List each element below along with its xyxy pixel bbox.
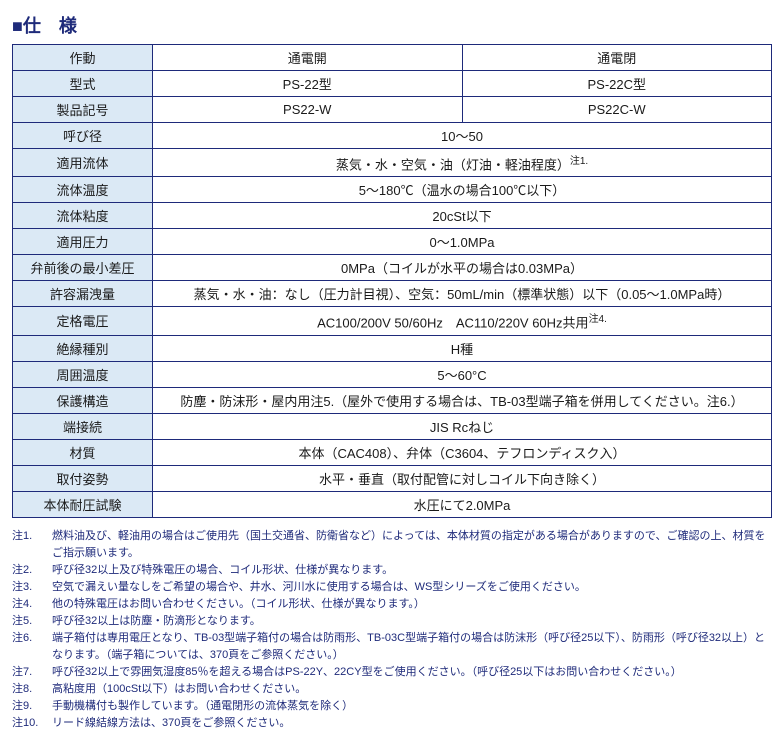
row-value: 5～180℃（温水の場合100℃以下）	[153, 177, 772, 203]
table-row: 流体粘度20cSt以下	[13, 203, 772, 229]
row-value: PS22-W	[153, 97, 463, 123]
table-row: 本体耐圧試験水圧にて2.0MPa	[13, 491, 772, 517]
table-row: 型式PS-22型PS-22C型	[13, 71, 772, 97]
row-header: 流体粘度	[13, 203, 153, 229]
row-value: PS-22型	[153, 71, 463, 97]
table-row: 許容漏洩量蒸気・水・油：なし（圧力計目視）、空気：50mL/min（標準状態）以…	[13, 281, 772, 307]
row-value: PS-22C型	[462, 71, 772, 97]
row-header: 適用圧力	[13, 229, 153, 255]
note-label: 注10.	[12, 715, 52, 732]
note-label: 注4.	[12, 596, 52, 613]
note-text: 呼び径32以上で雰囲気湿度85％を超える場合はPS-22Y、22CY型をご使用く…	[52, 664, 772, 681]
note-item: 注5.呼び径32以上は防塵・防滴形となります。	[12, 613, 772, 630]
row-value: 0MPa（コイルが水平の場合は0.03MPa）	[153, 255, 772, 281]
note-item: 注2.呼び径32以上及び特殊電圧の場合、コイル形状、仕様が異なります。	[12, 562, 772, 579]
note-label: 注3.	[12, 579, 52, 596]
note-label: 注6.	[12, 630, 52, 664]
note-ref: 注4.	[589, 314, 607, 325]
note-text: 呼び径32以上及び特殊電圧の場合、コイル形状、仕様が異なります。	[52, 562, 772, 579]
table-row: 保護構造防塵・防沫形・屋内用注5.（屋外で使用する場合は、TB-03型端子箱を併…	[13, 387, 772, 413]
row-value: PS22C-W	[462, 97, 772, 123]
row-header: 本体耐圧試験	[13, 491, 153, 517]
row-header: 流体温度	[13, 177, 153, 203]
note-label: 注2.	[12, 562, 52, 579]
row-value: H種	[153, 335, 772, 361]
table-row: 定格電圧AC100/200V 50/60Hz AC110/220V 60Hz共用…	[13, 307, 772, 335]
note-label: 注8.	[12, 681, 52, 698]
row-value: 5～60°C	[153, 361, 772, 387]
spec-table: 作動通電開通電閉型式PS-22型PS-22C型製品記号PS22-WPS22C-W…	[12, 44, 772, 518]
note-item: 注9.手動機構付も製作しています。（通電閉形の流体蒸気を除く）	[12, 698, 772, 715]
note-item: 注7.呼び径32以上で雰囲気湿度85％を超える場合はPS-22Y、22CY型をご…	[12, 664, 772, 681]
row-header: 周囲温度	[13, 361, 153, 387]
table-row: 適用圧力0～1.0MPa	[13, 229, 772, 255]
note-label: 注5.	[12, 613, 52, 630]
note-item: 注6.端子箱付は専用電圧となり、TB-03型端子箱付の場合は防雨形、TB-03C…	[12, 630, 772, 664]
table-row: 製品記号PS22-WPS22C-W	[13, 97, 772, 123]
row-value: 20cSt以下	[153, 203, 772, 229]
row-header: 定格電圧	[13, 307, 153, 335]
row-value: 蒸気・水・油：なし（圧力計目視）、空気：50mL/min（標準状態）以下（0.0…	[153, 281, 772, 307]
note-text: 燃料油及び、軽油用の場合はご使用先（国土交通省、防衛省など）によっては、本体材質…	[52, 528, 772, 562]
notes-block: 注1.燃料油及び、軽油用の場合はご使用先（国土交通省、防衛省など）によっては、本…	[12, 528, 772, 733]
row-header: 作動	[13, 45, 153, 71]
note-label: 注1.	[12, 528, 52, 562]
note-text: 端子箱付は専用電圧となり、TB-03型端子箱付の場合は防雨形、TB-03C型端子…	[52, 630, 772, 664]
row-header: 保護構造	[13, 387, 153, 413]
note-label: 注9.	[12, 698, 52, 715]
note-text: リード線結線方法は、370頁をご参照ください。	[52, 715, 772, 732]
row-header: 取付姿勢	[13, 465, 153, 491]
note-text: 高粘度用（100cSt以下）はお問い合わせください。	[52, 681, 772, 698]
note-text: 手動機構付も製作しています。（通電閉形の流体蒸気を除く）	[52, 698, 772, 715]
table-row: 端接続JIS Rcねじ	[13, 413, 772, 439]
row-value: 0～1.0MPa	[153, 229, 772, 255]
row-header: 端接続	[13, 413, 153, 439]
note-text: 他の特殊電圧はお問い合わせください。（コイル形状、仕様が異なります。）	[52, 596, 772, 613]
note-item: 注10.リード線結線方法は、370頁をご参照ください。	[12, 715, 772, 732]
section-title: ■仕 様	[12, 12, 772, 38]
table-row: 適用流体蒸気・水・空気・油（灯油・軽油程度）注1.	[13, 149, 772, 177]
note-text: 空気で漏えい量なしをご希望の場合や、井水、河川水に使用する場合は、WS型シリーズ…	[52, 579, 772, 596]
note-item: 注4.他の特殊電圧はお問い合わせください。（コイル形状、仕様が異なります。）	[12, 596, 772, 613]
table-row: 周囲温度5～60°C	[13, 361, 772, 387]
row-header: 許容漏洩量	[13, 281, 153, 307]
note-item: 注8.高粘度用（100cSt以下）はお問い合わせください。	[12, 681, 772, 698]
row-header: 呼び径	[13, 123, 153, 149]
note-text: 呼び径32以上は防塵・防滴形となります。	[52, 613, 772, 630]
table-row: 取付姿勢水平・垂直（取付配管に対しコイル下向き除く）	[13, 465, 772, 491]
table-row: 材質本体（CAC408）、弁体（C3604、テフロンディスク入）	[13, 439, 772, 465]
row-header: 弁前後の最小差圧	[13, 255, 153, 281]
row-value: 10～50	[153, 123, 772, 149]
row-value: 水圧にて2.0MPa	[153, 491, 772, 517]
table-row: 弁前後の最小差圧0MPa（コイルが水平の場合は0.03MPa）	[13, 255, 772, 281]
table-row: 流体温度5～180℃（温水の場合100℃以下）	[13, 177, 772, 203]
note-label: 注7.	[12, 664, 52, 681]
row-value: 本体（CAC408）、弁体（C3604、テフロンディスク入）	[153, 439, 772, 465]
row-value: 蒸気・水・空気・油（灯油・軽油程度）注1.	[153, 149, 772, 177]
row-header: 適用流体	[13, 149, 153, 177]
row-value: AC100/200V 50/60Hz AC110/220V 60Hz共用注4.	[153, 307, 772, 335]
row-value: 水平・垂直（取付配管に対しコイル下向き除く）	[153, 465, 772, 491]
note-item: 注1.燃料油及び、軽油用の場合はご使用先（国土交通省、防衛省など）によっては、本…	[12, 528, 772, 562]
row-value: JIS Rcねじ	[153, 413, 772, 439]
row-header: 絶縁種別	[13, 335, 153, 361]
table-row: 呼び径10～50	[13, 123, 772, 149]
row-value: 通電開	[153, 45, 463, 71]
row-value: 通電閉	[462, 45, 772, 71]
row-header: 材質	[13, 439, 153, 465]
row-header: 型式	[13, 71, 153, 97]
note-ref: 注1.	[570, 156, 588, 167]
row-header: 製品記号	[13, 97, 153, 123]
row-value: 防塵・防沫形・屋内用注5.（屋外で使用する場合は、TB-03型端子箱を併用してく…	[153, 387, 772, 413]
table-row: 作動通電開通電閉	[13, 45, 772, 71]
note-item: 注3.空気で漏えい量なしをご希望の場合や、井水、河川水に使用する場合は、WS型シ…	[12, 579, 772, 596]
table-row: 絶縁種別H種	[13, 335, 772, 361]
